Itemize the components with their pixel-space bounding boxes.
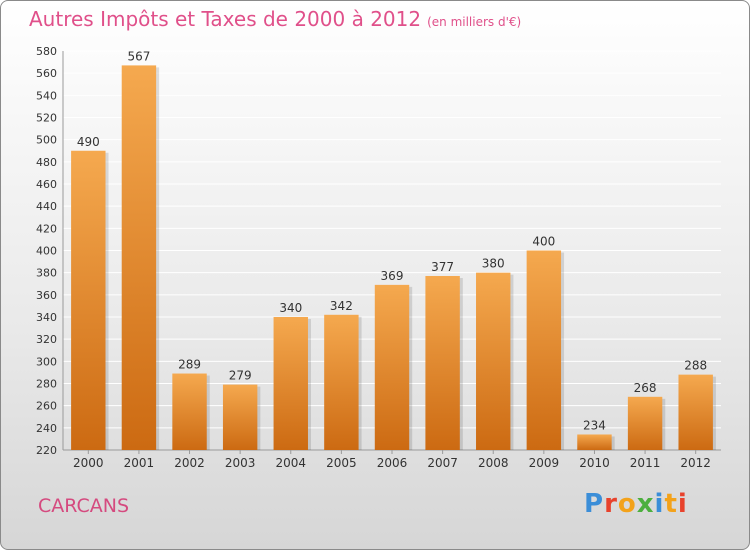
bar-value-label: 342 [330,299,353,313]
chart-title: Autres Impôts et Taxes de 2000 à 2012 (en… [29,7,521,31]
y-tick-label: 240 [36,422,57,435]
y-tick-label: 480 [36,156,57,169]
x-tick-label: 2007 [427,456,458,470]
x-tick-label: 2003 [225,456,256,470]
y-tick-label: 520 [36,112,57,125]
y-tick-label: 340 [36,311,57,324]
brand-letter: P [584,489,605,519]
brand-letter: i [677,489,688,519]
y-tick-label: 300 [36,355,57,368]
brand-letter: t [664,489,678,519]
x-tick-label: 2010 [579,456,610,470]
bar-2012 [678,374,713,450]
bar-2007 [425,275,460,450]
bar-value-label: 377 [431,260,454,274]
y-tick-label: 320 [36,333,57,346]
bar-value-label: 369 [381,269,404,283]
y-tick-label: 440 [36,200,57,213]
bar-value-label: 234 [583,418,606,432]
chart-unit: (en milliers d'€) [427,15,522,29]
chart-title-text: Autres Impôts et Taxes de 2000 à 2012 [29,7,422,31]
y-tick-label: 220 [36,444,57,457]
y-tick-label: 500 [36,134,57,147]
bar-value-label: 567 [127,49,150,63]
bar-value-label: 289 [178,358,201,372]
bar-value-label: 400 [532,235,555,249]
y-tick-label: 580 [36,45,57,58]
x-tick-label: 2001 [124,456,155,470]
x-tick-label: 2009 [529,456,560,470]
bar-value-label: 279 [229,369,252,383]
label-layer: 220 240 260 280 300 320 340 360 380 400 420 440 460 4… [36,45,711,470]
brand-letter: i [654,489,665,519]
bar-2005 [324,314,359,450]
x-tick-label: 2012 [680,456,711,470]
bar-2004 [273,317,308,450]
y-tick-label: 380 [36,267,57,280]
bar-2011 [627,396,663,450]
bar-layer [71,65,716,451]
y-tick-label: 260 [36,400,57,413]
x-tick-label: 2000 [73,456,104,470]
bar-value-label: 288 [684,359,707,373]
bar-2008 [476,272,511,450]
x-tick-label: 2004 [275,456,306,470]
y-tick-label: 360 [36,289,57,302]
bar-2009 [526,250,562,450]
brand-logo: Proxiti [584,489,688,519]
bar-value-label: 380 [482,257,505,271]
bar-2002 [172,373,207,450]
bar-2000 [71,150,106,450]
y-tick-label: 460 [36,178,57,191]
y-tick-label: 280 [36,378,57,391]
x-tick-label: 2011 [630,456,661,470]
y-tick-label: 420 [36,222,57,235]
bar-value-label: 268 [634,381,657,395]
commune-name: CARCANS [38,495,130,517]
x-tick-label: 2008 [478,456,509,470]
x-tick-label: 2005 [326,456,357,470]
brand-letter: r [604,489,618,519]
brand-letter: x [636,489,655,519]
y-tick-label: 560 [36,67,57,80]
brand-letter: o [617,489,637,519]
bar-2001 [121,65,157,451]
x-tick-label: 2002 [174,456,205,470]
bar-value-label: 340 [279,301,302,315]
bar-2003 [222,384,258,450]
bar-value-label: 490 [77,135,100,149]
y-tick-label: 540 [36,89,57,102]
bar-2010 [577,434,612,450]
bar-2006 [374,284,410,450]
y-tick-label: 400 [36,245,57,258]
x-tick-label: 2006 [377,456,408,470]
